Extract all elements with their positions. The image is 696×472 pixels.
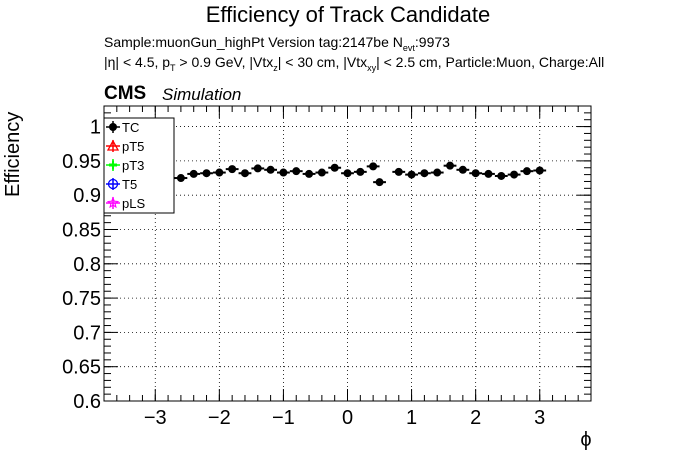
simulation-label: Simulation <box>162 85 242 104</box>
data-point <box>420 169 429 178</box>
data-point <box>446 161 455 170</box>
y-tick-labels: 0.6 0.65 0.7 0.75 0.8 0.85 0.9 0.95 1 <box>62 117 101 413</box>
data-point <box>394 167 403 176</box>
data-point <box>458 165 467 174</box>
legend-marker <box>109 160 117 170</box>
x-tick-label: 2 <box>470 407 481 429</box>
data-point <box>497 171 506 180</box>
data-point <box>484 169 493 178</box>
data-point <box>266 165 275 174</box>
data-point <box>369 162 378 171</box>
axis-ticks <box>103 105 592 402</box>
y-tick-label: 0.85 <box>62 219 101 241</box>
data-point <box>240 169 249 178</box>
selection-cuts-line: |η| < 4.5, pT > 0.9 GeV, |Vtxz| < 30 cm,… <box>104 54 604 73</box>
data-point <box>202 169 211 178</box>
cut-particle-charge: | < 2.5 cm, Particle:Muon, Charge:All <box>376 54 605 70</box>
y-tick-label: 0.7 <box>73 322 101 344</box>
legend-marker <box>106 196 120 209</box>
data-point <box>356 167 365 176</box>
cms-label: CMS <box>104 83 147 104</box>
data-point <box>433 168 442 177</box>
legend-marker <box>107 178 119 190</box>
nevt-subscript: evt <box>402 43 415 53</box>
x-tick-labels: −3 −2 −1 0 1 2 3 <box>144 407 545 429</box>
data-point <box>189 169 198 178</box>
legend-label: pT5 <box>122 139 144 154</box>
data-point <box>407 170 416 179</box>
legend-label: pLS <box>122 196 145 211</box>
legend-label: TC <box>122 120 139 135</box>
sample-info-prefix: Sample:muonGun_highPt Version tag:2147be… <box>104 34 403 50</box>
data-point <box>305 169 314 178</box>
data-point <box>228 165 237 174</box>
y-tick-label: 0.8 <box>73 254 101 276</box>
x-tick-label: 0 <box>342 407 353 429</box>
data-point <box>471 169 480 178</box>
cut-vtxz: > 0.9 GeV, |Vtx <box>175 54 274 70</box>
legend: TC pT5 pT3 T5 pLS <box>103 117 175 214</box>
legend-marker <box>106 139 120 151</box>
y-tick-label: 0.75 <box>62 288 101 310</box>
data-point <box>253 164 262 173</box>
data-points <box>174 161 547 187</box>
data-point <box>343 169 352 178</box>
legend-marker <box>109 123 117 131</box>
data-point <box>330 163 339 172</box>
y-tick-label: 0.6 <box>73 391 101 413</box>
cut-vtxxy: | < 30 cm, |Vtx <box>277 54 368 70</box>
legend-label: T5 <box>122 177 137 192</box>
data-point <box>279 168 288 177</box>
y-tick-label: 1 <box>90 117 101 139</box>
cut-vtxz-subscript: z <box>273 63 278 73</box>
chart-title: Efficiency of Track Candidate <box>205 2 491 27</box>
x-tick-label: 3 <box>534 407 545 429</box>
x-axis-label: ϕ <box>580 429 591 451</box>
x-tick-label: −3 <box>144 407 167 429</box>
y-tick-label: 0.9 <box>73 185 101 207</box>
y-tick-label: 0.95 <box>62 151 101 173</box>
data-point <box>176 174 185 183</box>
cut-vtxxy-subscript: xy <box>367 63 377 73</box>
x-tick-label: 1 <box>406 407 417 429</box>
data-point <box>215 168 224 177</box>
nevt-value: :9973 <box>414 34 450 50</box>
legend-label: pT3 <box>122 158 144 173</box>
data-point <box>375 178 384 187</box>
plot-frame <box>103 105 592 402</box>
cut-pt-subscript: T <box>170 63 176 73</box>
data-point <box>317 168 326 177</box>
data-point <box>522 167 531 176</box>
x-tick-label: −2 <box>208 407 231 429</box>
grid-lines <box>104 106 591 402</box>
cut-eta: |η| < 4.5, p <box>104 54 171 70</box>
sample-info-line: Sample:muonGun_highPt Version tag:2147be… <box>104 34 450 53</box>
data-point <box>292 167 301 176</box>
x-tick-label: −1 <box>272 407 295 429</box>
data-point <box>510 170 519 179</box>
data-point <box>535 166 544 175</box>
y-tick-label: 0.65 <box>62 357 101 379</box>
